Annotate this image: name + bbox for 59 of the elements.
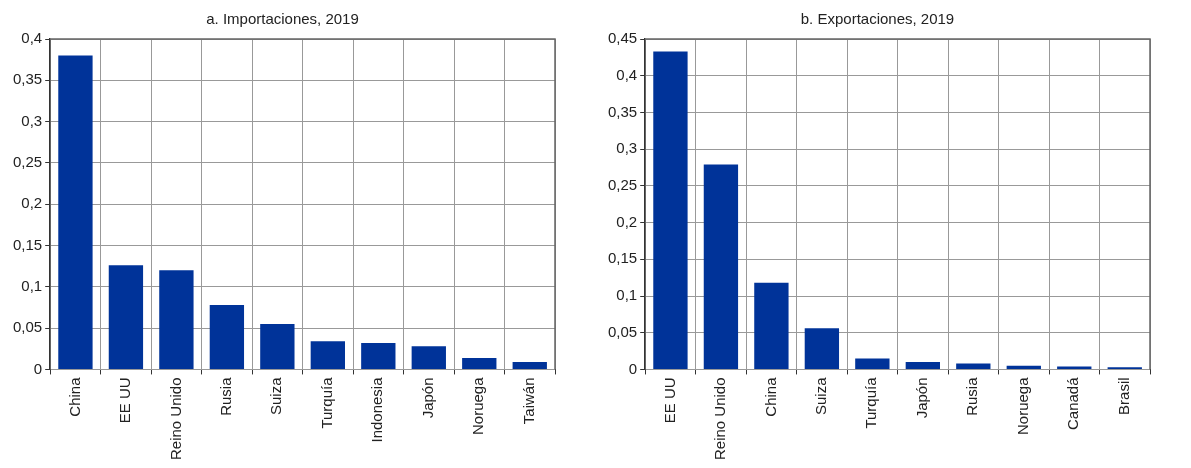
bar xyxy=(1006,365,1041,369)
x-tick-label: Turquía xyxy=(317,376,335,429)
bar xyxy=(855,358,890,369)
bar xyxy=(310,341,345,369)
x-tick-label: EE UU xyxy=(116,377,134,424)
y-tick-label: 0,2 xyxy=(21,194,43,212)
bar xyxy=(361,343,396,369)
chart-title: b. Exportaciones, 2019 xyxy=(800,10,955,28)
y-tick-label: 0,25 xyxy=(12,153,43,171)
y-tick-label: 0,4 xyxy=(21,29,43,47)
x-tick-label: EE UU xyxy=(660,377,678,424)
x-tick-label: Taiwán xyxy=(519,377,537,425)
y-tick-label: 0,4 xyxy=(616,65,638,83)
y-tick-label: 0,45 xyxy=(607,29,638,47)
bar xyxy=(754,282,789,369)
x-tick-label: Turquía xyxy=(862,376,880,429)
y-tick-label: 0,15 xyxy=(607,249,638,267)
y-tick-label: 0,1 xyxy=(21,276,43,294)
x-tick-label: Noruega xyxy=(1013,376,1031,435)
x-tick-label: Rusia xyxy=(963,376,981,416)
y-tick-label: 0,35 xyxy=(12,70,43,88)
bar xyxy=(108,265,144,369)
bar xyxy=(804,328,840,369)
x-tick-label: China xyxy=(65,376,83,417)
bar xyxy=(703,164,739,369)
bar xyxy=(653,51,688,369)
x-tick-label: Suiza xyxy=(812,376,830,415)
y-tick-label: 0 xyxy=(628,359,638,377)
bar xyxy=(58,55,93,369)
x-tick-label: Canadá xyxy=(1064,376,1082,430)
x-tick-label: Brasil xyxy=(1114,377,1132,415)
chart-title: a. Importaciones, 2019 xyxy=(206,10,359,28)
y-tick-label: 0,3 xyxy=(616,139,638,157)
bar xyxy=(512,362,547,369)
y-tick-label: 0,15 xyxy=(12,235,43,253)
bar xyxy=(905,362,940,369)
y-tick-label: 0 xyxy=(33,359,43,377)
bar xyxy=(159,270,194,369)
bar xyxy=(462,357,497,369)
x-tick-label: Rusia xyxy=(217,376,235,416)
x-tick-label: Japón xyxy=(912,377,930,419)
bar xyxy=(956,363,991,369)
y-tick-label: 0,05 xyxy=(12,318,43,336)
y-tick-label: 0,25 xyxy=(607,176,638,194)
y-tick-label: 0,1 xyxy=(616,286,638,304)
y-tick-label: 0,35 xyxy=(607,102,638,120)
x-tick-label: Suiza xyxy=(267,376,285,415)
bar xyxy=(209,305,245,369)
x-tick-label: Reino Unido xyxy=(166,377,184,461)
y-tick-label: 0,3 xyxy=(21,111,43,129)
y-tick-label: 0,05 xyxy=(607,322,638,340)
bar xyxy=(411,346,446,369)
bar xyxy=(260,324,295,369)
x-tick-label: China xyxy=(761,376,779,417)
x-tick-label: Indonesia xyxy=(368,376,386,443)
x-tick-label: Reino Unido xyxy=(711,377,729,461)
x-tick-label: Japón xyxy=(418,377,436,419)
x-tick-label: Noruega xyxy=(469,376,487,435)
y-tick-label: 0,2 xyxy=(616,212,638,230)
